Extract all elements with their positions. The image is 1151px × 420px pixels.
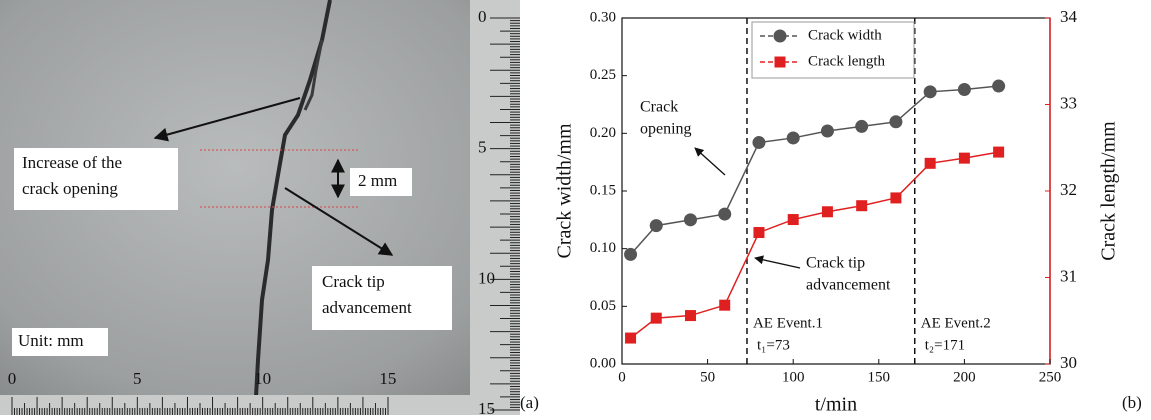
- y2-tick-label: 34: [1060, 7, 1078, 26]
- legend-label: Crack length: [808, 53, 886, 69]
- ruler-label: 5: [478, 138, 487, 157]
- ruler-label: 15: [478, 399, 495, 418]
- data-point: [993, 146, 1005, 158]
- y-tick-label: 0.30: [590, 9, 616, 25]
- ruler: [470, 0, 520, 415]
- y-tick-label: 0.10: [590, 240, 616, 256]
- data-point: [889, 115, 903, 129]
- y-tick-label: 0.05: [590, 298, 616, 314]
- ruler-label: 5: [133, 369, 142, 388]
- data-point: [924, 157, 936, 169]
- y-tick-label: 0.20: [590, 125, 616, 141]
- data-point: [820, 124, 834, 138]
- legend-label: Crack width: [808, 27, 882, 43]
- annotation: Crack: [640, 99, 678, 116]
- data-point: [719, 299, 731, 311]
- data-point: [683, 213, 697, 227]
- annotation: advancement: [806, 277, 891, 294]
- annotation: opening: [640, 121, 692, 138]
- ruler-label: 0: [8, 369, 17, 388]
- x-tick-label: 0: [618, 369, 626, 385]
- y2-tick-label: 32: [1060, 180, 1077, 199]
- photo-annotation: crack opening: [22, 179, 118, 198]
- x-tick-label: 50: [700, 369, 715, 385]
- y2-tick-label: 33: [1060, 93, 1077, 112]
- data-point: [753, 227, 765, 239]
- data-point: [625, 332, 637, 344]
- photo-annotation: Unit: mm: [18, 331, 84, 350]
- y2-tick-label: 30: [1060, 353, 1077, 372]
- data-point: [718, 207, 732, 221]
- photo-annotation: Increase of the: [22, 153, 122, 172]
- data-point: [856, 200, 868, 212]
- data-point: [992, 79, 1006, 93]
- ruler-label: 15: [379, 369, 396, 388]
- label-box: [350, 168, 412, 196]
- y2-tick-label: 31: [1060, 266, 1077, 285]
- data-point: [787, 214, 799, 226]
- x-axis-label: t/min: [815, 394, 857, 416]
- photo: [0, 0, 520, 416]
- y-tick-label: 0.15: [590, 182, 616, 198]
- y-tick-label: 0.00: [590, 355, 616, 371]
- data-point: [923, 85, 937, 99]
- ruler-label: 10: [254, 369, 271, 388]
- data-point: [957, 83, 971, 97]
- panel-label: (a): [520, 393, 539, 412]
- legend-marker: [773, 29, 787, 43]
- label-box: [14, 148, 178, 210]
- annotation: Crack tip: [806, 255, 865, 272]
- ruler-label: 10: [478, 268, 495, 287]
- y-tick-label: 0.25: [590, 67, 616, 83]
- data-point: [650, 312, 662, 324]
- series-line: [630, 151, 999, 339]
- event-label: AE Event.2: [921, 315, 991, 331]
- data-point: [649, 219, 663, 233]
- data-point: [752, 136, 766, 150]
- data-point: [624, 247, 638, 261]
- data-point: [786, 131, 800, 145]
- series-line: [629, 85, 999, 255]
- data-point: [684, 310, 696, 322]
- legend-marker: [774, 56, 786, 68]
- annotation-arrow: [694, 147, 726, 176]
- x-tick-label: 200: [953, 369, 976, 385]
- event-note: t₁=73: [757, 337, 790, 353]
- photo-annotation: 2 mm: [358, 171, 397, 190]
- data-point: [821, 206, 833, 218]
- annotation-arrow: [754, 255, 801, 269]
- event-label: AE Event.1: [753, 315, 823, 331]
- label-box: [12, 328, 108, 356]
- photo-annotation: advancement: [322, 298, 412, 317]
- y2-axis-label: Crack length/mm: [1098, 121, 1120, 261]
- data-point: [855, 119, 869, 133]
- x-tick-label: 150: [868, 369, 891, 385]
- x-tick-label: 250: [1039, 369, 1062, 385]
- label-box: [312, 266, 452, 330]
- arrow: [153, 97, 301, 142]
- photo-annotation: Crack tip: [322, 272, 385, 291]
- ruler-label: 0: [478, 7, 487, 26]
- crack-branch: [303, 39, 324, 111]
- data-point: [890, 192, 902, 204]
- arrow: [284, 187, 394, 256]
- panel-label: (b): [1122, 393, 1142, 412]
- event-note: t₂=171: [925, 337, 965, 353]
- crack: [253, 0, 332, 416]
- data-point: [958, 152, 970, 164]
- x-tick-label: 100: [782, 369, 805, 385]
- y-axis-label: Crack width/mm: [554, 123, 576, 258]
